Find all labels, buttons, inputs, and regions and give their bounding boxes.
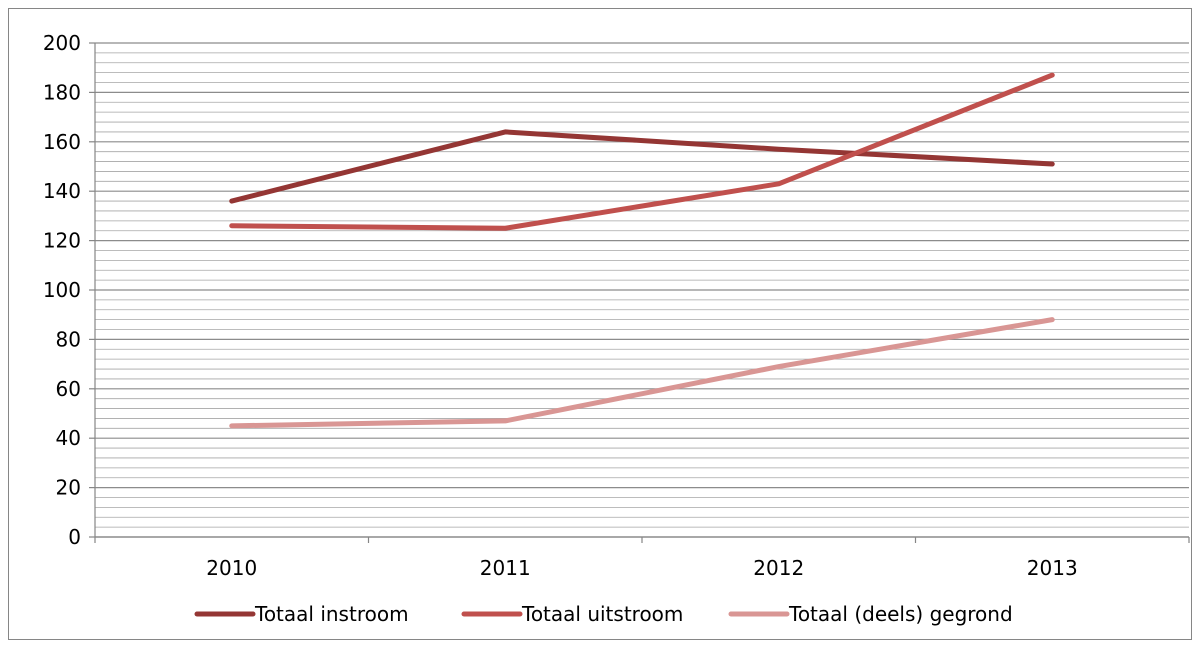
legend-label: Totaal instroom (254, 602, 409, 626)
y-tick-label: 120 (43, 229, 81, 253)
y-tick-label: 200 (43, 31, 81, 55)
x-axis-tick-labels: 2010 2011 2012 2013 (206, 556, 1077, 580)
x-tick-label: 2011 (480, 556, 531, 580)
series-line-2 (229, 72, 1055, 231)
y-tick-label: 100 (43, 278, 81, 302)
x-tick-label: 2013 (1027, 556, 1078, 580)
x-tick-label: 2012 (753, 556, 804, 580)
y-tick-label: 60 (56, 377, 81, 401)
y-tick-label: 0 (68, 525, 81, 549)
y-tick-label: 140 (43, 179, 81, 203)
line-chart: 0 20 40 60 80 100 120 140 160 180 200 2010 2011 2012… (43, 31, 1190, 626)
series-line-3 (229, 317, 1055, 429)
axes (89, 42, 1190, 543)
y-axis-tick-labels: 0 20 40 60 80 100 120 140 160 180 200 (43, 31, 81, 549)
y-tick-label: 40 (56, 426, 81, 450)
gridlines (95, 42, 1189, 538)
chart-frame: 0 20 40 60 80 100 120 140 160 180 200 2010 2011 2012… (8, 8, 1192, 640)
series-lines (229, 72, 1055, 429)
y-tick-label: 160 (43, 130, 81, 154)
x-tick-label: 2010 (206, 556, 257, 580)
legend: Totaal instroom Totaal uitstroom Totaal (d… (194, 602, 1013, 626)
series-line-1 (229, 129, 1055, 204)
y-tick-label: 180 (43, 80, 81, 104)
y-tick-label: 20 (56, 476, 81, 500)
legend-label: Totaal uitstroom (521, 602, 683, 626)
y-tick-label: 80 (56, 327, 81, 351)
legend-label: Totaal (deels) gegrond (788, 602, 1013, 626)
